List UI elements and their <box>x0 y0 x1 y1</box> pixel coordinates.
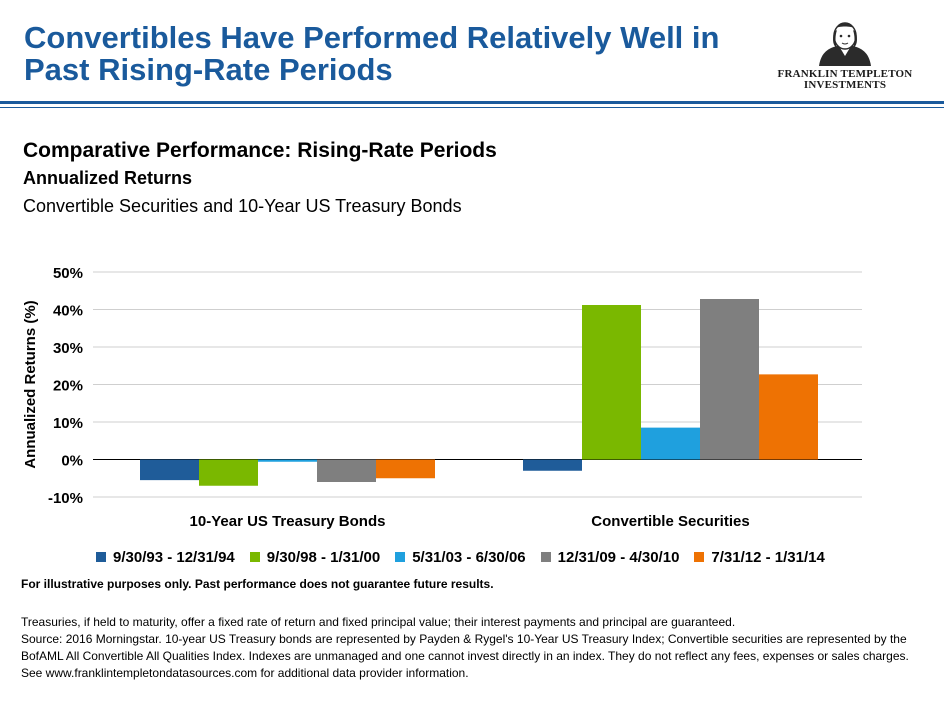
x-category-label: Convertible Securities <box>591 513 749 530</box>
bar-treasury-series-4 <box>317 459 376 482</box>
bar-convertible-series-4 <box>700 299 759 460</box>
slide-title: Convertibles Have Performed Relatively W… <box>24 20 720 87</box>
chart-heading: Comparative Performance: Rising-Rate Per… <box>23 139 497 162</box>
bar-chart: 50% 40% 30% 20% 10% 0% -10% Annualized Returns … <box>22 265 862 530</box>
bar-treasury-series-5 <box>376 459 435 479</box>
y-tick-label: -10% <box>48 490 83 507</box>
x-category-label: 10-Year US Treasury Bonds <box>190 513 386 530</box>
footnotes: Treasuries, if held to maturity, offer a… <box>21 614 926 682</box>
legend-item: 9/30/98 - 1/31/00 <box>249 548 381 566</box>
bar-treasury-series-2 <box>199 459 258 486</box>
bar-treasury-series-1 <box>140 459 199 481</box>
bar-convertible-series-3 <box>641 427 700 460</box>
legend-swatch <box>96 552 106 562</box>
header-rule-thick <box>0 101 944 104</box>
chart-description: Convertible Securities and 10-Year US Tr… <box>23 196 462 216</box>
benjamin-franklin-portrait-icon <box>819 22 871 66</box>
legend-label: 5/31/03 - 6/30/06 <box>412 548 526 566</box>
legend-swatch <box>694 552 705 562</box>
legend-swatch <box>395 552 406 562</box>
logo-text-line2: INVESTMENTS <box>803 79 887 91</box>
disclaimer: For illustrative purposes only. Past per… <box>21 577 494 591</box>
bar-convertible-series-5 <box>759 374 818 460</box>
y-tick-label: 50% <box>53 265 83 282</box>
y-tick-label: 40% <box>53 303 83 320</box>
chart-legend: 9/30/93 - 12/31/94 9/30/98 - 1/31/00 5/31/… <box>96 547 840 567</box>
y-axis-label: Annualized Returns (%) <box>22 300 39 468</box>
legend-item: 7/31/12 - 1/31/14 <box>694 548 825 566</box>
legend-swatch <box>249 552 260 562</box>
legend-label: 7/31/12 - 1/31/14 <box>711 548 825 566</box>
y-tick-label: 30% <box>53 340 83 357</box>
footnote-source: Source: 2016 Morningstar. 10-year US Tre… <box>21 632 909 680</box>
legend-label: 9/30/98 - 1/31/00 <box>266 548 381 566</box>
legend-swatch <box>540 552 551 562</box>
bar-convertible-series-2 <box>582 305 641 460</box>
franklin-templeton-logo: FRANKLIN TEMPLETON INVESTMENTS <box>770 18 920 92</box>
legend-item: 9/30/93 - 12/31/94 <box>96 549 235 566</box>
header-rule-thin <box>0 107 944 108</box>
legend-item: 12/31/09 - 4/30/10 <box>540 548 680 566</box>
chart-subheading: Annualized Returns <box>23 168 193 188</box>
bar-treasury-series-3 <box>258 459 317 462</box>
y-tick-label: 20% <box>53 378 83 395</box>
legend-label: 9/30/93 - 12/31/94 <box>113 548 235 566</box>
bar-convertible-series-1 <box>523 459 582 471</box>
legend-label: 12/31/09 - 4/30/10 <box>557 548 680 566</box>
footnote-treasuries: Treasuries, if held to maturity, offer a… <box>21 615 736 629</box>
logo-text-line1: FRANKLIN TEMPLETON <box>777 68 913 80</box>
y-tick-label: 10% <box>53 415 83 432</box>
y-tick-label: 0% <box>61 453 83 470</box>
legend-item: 5/31/03 - 6/30/06 <box>395 548 526 566</box>
